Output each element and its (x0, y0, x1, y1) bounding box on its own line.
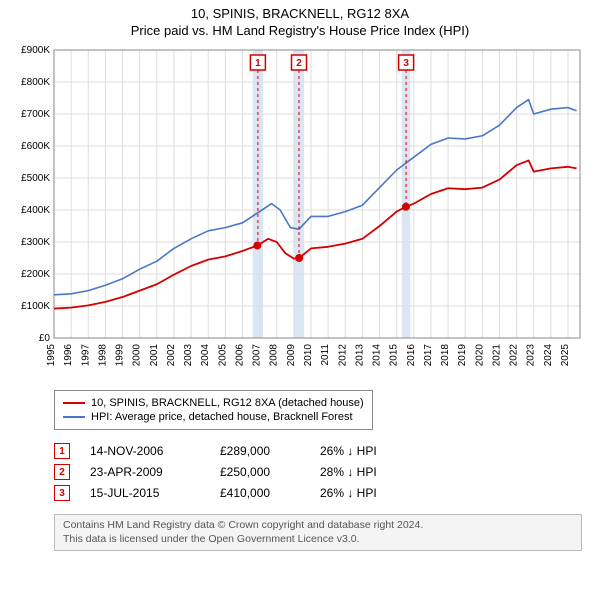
svg-text:2002: 2002 (166, 344, 177, 367)
svg-text:2011: 2011 (320, 344, 331, 366)
svg-text:2010: 2010 (303, 344, 314, 367)
chart-container: 10, SPINIS, BRACKNELL, RG12 8XA Price pa… (0, 0, 600, 590)
svg-text:£200K: £200K (21, 269, 50, 280)
svg-text:£900K: £900K (21, 45, 50, 56)
svg-text:£800K: £800K (21, 77, 50, 88)
event-marker-icon: 2 (54, 464, 70, 480)
svg-text:£400K: £400K (21, 205, 50, 216)
legend-label: HPI: Average price, detached house, Brac… (91, 411, 353, 423)
svg-text:1995: 1995 (46, 344, 57, 367)
title-subtitle: Price paid vs. HM Land Registry's House … (10, 23, 590, 38)
svg-text:£700K: £700K (21, 109, 50, 120)
event-date: 14-NOV-2006 (90, 444, 200, 458)
svg-text:2001: 2001 (149, 344, 160, 367)
event-price: £250,000 (220, 465, 300, 479)
event-delta: 26% ↓ HPI (320, 486, 430, 500)
svg-text:2017: 2017 (423, 344, 434, 367)
svg-text:2007: 2007 (252, 344, 263, 367)
svg-text:2000: 2000 (132, 344, 143, 367)
svg-text:1997: 1997 (80, 344, 91, 367)
attribution-footer: Contains HM Land Registry data © Crown c… (54, 514, 582, 551)
svg-text:2016: 2016 (406, 344, 417, 367)
events-table: 1 14-NOV-2006 £289,000 26% ↓ HPI 2 23-APR-200… (54, 438, 590, 506)
footer-line2: This data is licensed under the Open Gov… (63, 533, 573, 547)
svg-text:2008: 2008 (269, 344, 280, 367)
svg-text:2: 2 (296, 58, 302, 69)
event-date: 23-APR-2009 (90, 465, 200, 479)
svg-text:£500K: £500K (21, 173, 50, 184)
svg-text:2003: 2003 (183, 344, 194, 367)
svg-text:2006: 2006 (234, 344, 245, 367)
svg-text:£100K: £100K (21, 301, 50, 312)
svg-text:3: 3 (403, 58, 409, 69)
svg-text:£0: £0 (39, 333, 51, 344)
svg-text:2019: 2019 (457, 344, 468, 367)
svg-text:2023: 2023 (526, 344, 537, 367)
event-delta: 26% ↓ HPI (320, 444, 430, 458)
legend-item: 10, SPINIS, BRACKNELL, RG12 8XA (detache… (63, 397, 364, 409)
event-price: £410,000 (220, 486, 300, 500)
event-marker-icon: 1 (54, 443, 70, 459)
svg-text:2005: 2005 (217, 344, 228, 367)
footer-line1: Contains HM Land Registry data © Crown c… (63, 519, 573, 533)
event-row: 1 14-NOV-2006 £289,000 26% ↓ HPI (54, 443, 590, 459)
legend-label: 10, SPINIS, BRACKNELL, RG12 8XA (detache… (91, 397, 364, 409)
svg-text:2020: 2020 (474, 344, 485, 367)
svg-text:£600K: £600K (21, 141, 50, 152)
svg-text:1: 1 (255, 58, 261, 69)
svg-text:2018: 2018 (440, 344, 451, 367)
chart-svg: £0 £100K £200K £300K £400K £500K £600K £700K £80… (10, 44, 588, 384)
chart-area: £0 £100K £200K £300K £400K £500K £600K £700K £80… (10, 44, 588, 384)
svg-text:2004: 2004 (200, 344, 211, 367)
legend-item: HPI: Average price, detached house, Brac… (63, 411, 364, 423)
svg-text:2024: 2024 (543, 344, 554, 367)
event-marker-icon: 3 (54, 485, 70, 501)
svg-text:2009: 2009 (286, 344, 297, 367)
event-row: 2 23-APR-2009 £250,000 28% ↓ HPI (54, 464, 590, 480)
title-address: 10, SPINIS, BRACKNELL, RG12 8XA (10, 6, 590, 21)
svg-text:2014: 2014 (372, 344, 383, 367)
svg-text:1998: 1998 (97, 344, 108, 367)
legend-swatch (63, 416, 85, 418)
svg-text:2022: 2022 (509, 344, 520, 367)
legend-swatch (63, 402, 85, 404)
title-block: 10, SPINIS, BRACKNELL, RG12 8XA Price pa… (10, 6, 590, 44)
svg-text:2021: 2021 (491, 344, 502, 367)
svg-text:2013: 2013 (354, 344, 365, 367)
svg-text:£300K: £300K (21, 237, 50, 248)
svg-text:2025: 2025 (560, 344, 571, 367)
event-delta: 28% ↓ HPI (320, 465, 430, 479)
svg-text:2012: 2012 (337, 344, 348, 367)
event-price: £289,000 (220, 444, 300, 458)
svg-text:1996: 1996 (63, 344, 74, 367)
svg-text:1999: 1999 (115, 344, 126, 367)
legend: 10, SPINIS, BRACKNELL, RG12 8XA (detache… (54, 390, 373, 430)
event-row: 3 15-JUL-2015 £410,000 26% ↓ HPI (54, 485, 590, 501)
event-date: 15-JUL-2015 (90, 486, 200, 500)
svg-text:2015: 2015 (389, 344, 400, 367)
